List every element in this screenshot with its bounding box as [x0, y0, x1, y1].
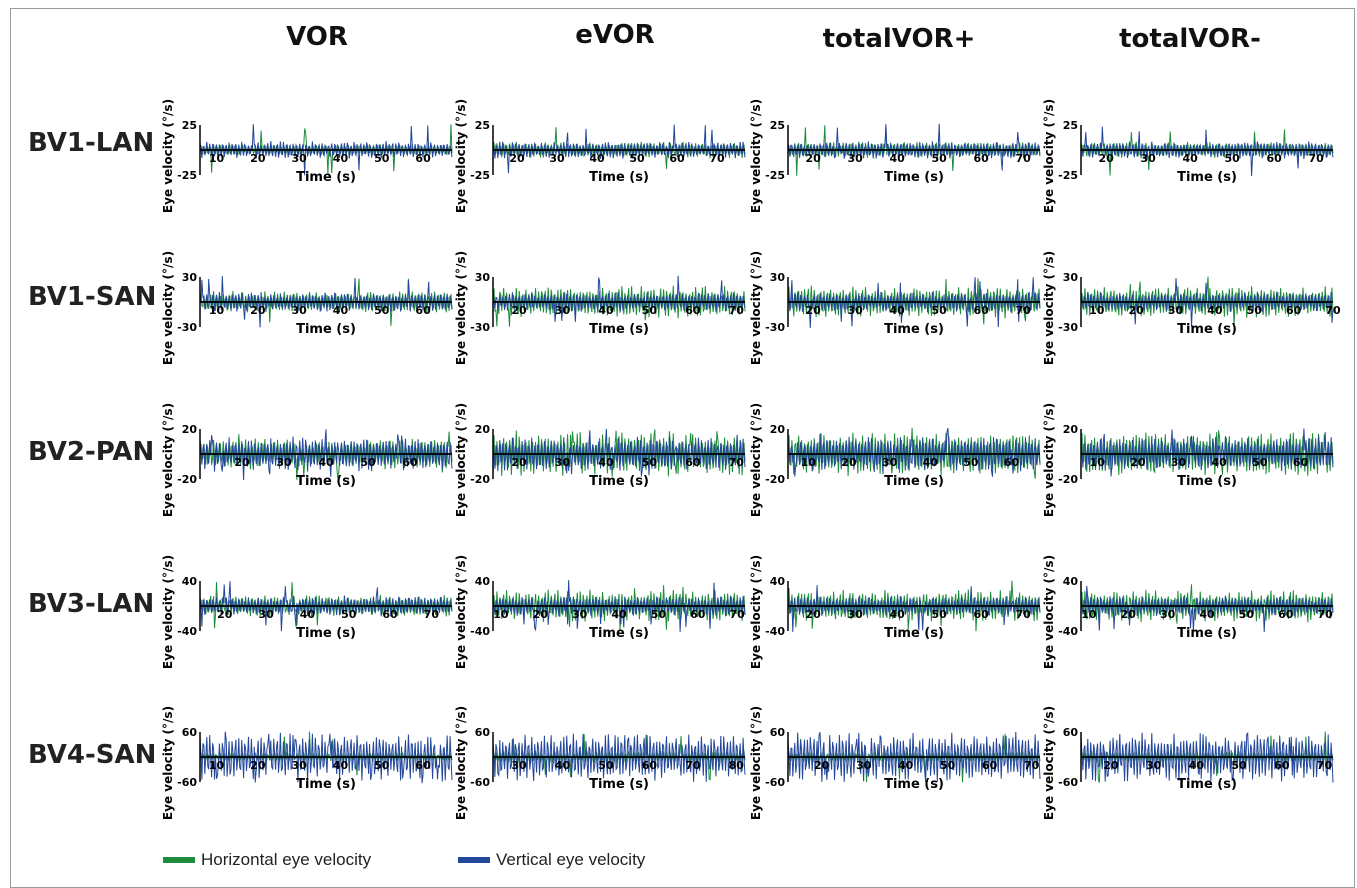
row-title-bv4-san: BV4-SAN — [28, 740, 157, 770]
row-title-bv1-san: BV1-SAN — [28, 282, 157, 312]
column-title-totalvor-minus: totalVOR- — [1119, 24, 1261, 54]
figure-frame — [10, 8, 1355, 888]
legend-vertical: Vertical eye velocity — [458, 850, 645, 870]
column-title-vor: VOR — [286, 22, 348, 52]
row-title-bv2-pan: BV2-PAN — [28, 437, 155, 467]
legend-horizontal: Horizontal eye velocity — [163, 850, 371, 870]
legend-swatch-vertical — [458, 857, 490, 863]
legend-label-horizontal: Horizontal eye velocity — [201, 850, 372, 869]
column-title-totalvor-plus: totalVOR+ — [822, 24, 976, 54]
row-title-bv1-lan: BV1-LAN — [28, 128, 155, 158]
legend-swatch-horizontal — [163, 857, 195, 863]
row-title-bv3-lan: BV3-LAN — [28, 589, 155, 619]
column-title-evor: eVOR — [575, 20, 655, 50]
legend-label-vertical: Vertical eye velocity — [496, 850, 646, 869]
